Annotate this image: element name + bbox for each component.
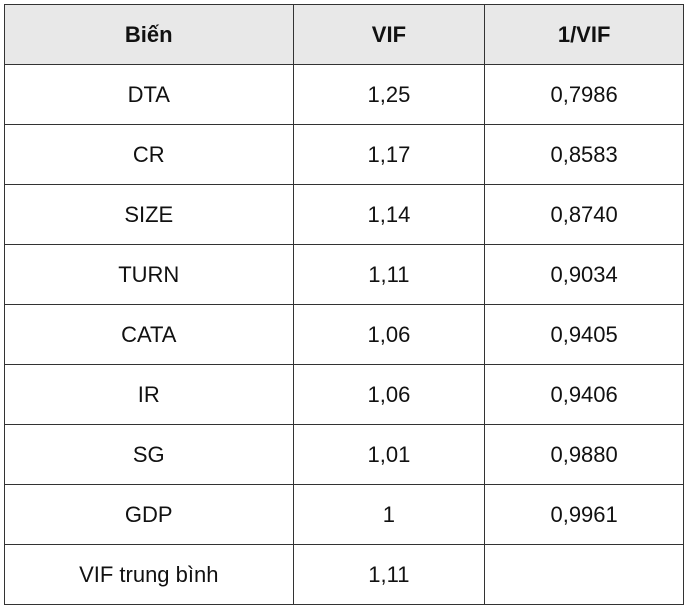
table-cell: SG bbox=[4, 424, 294, 485]
table-cell: 1,14 bbox=[292, 184, 486, 245]
table-row: GDP 1 0,9961 bbox=[4, 484, 684, 545]
table-cell: 1,06 bbox=[292, 304, 486, 365]
table-row: TURN 1,11 0,9034 bbox=[4, 244, 684, 305]
table-cell: 1,17 bbox=[292, 124, 486, 185]
table-cell: 0,9034 bbox=[484, 244, 684, 305]
table-row: SIZE 1,14 0,8740 bbox=[4, 184, 684, 245]
table-cell: CR bbox=[4, 124, 294, 185]
table-row: CATA 1,06 0,9405 bbox=[4, 304, 684, 365]
table-cell: 1,11 bbox=[292, 544, 486, 605]
header-row: Biến VIF 1/VIF bbox=[4, 4, 684, 65]
table-cell: 0,9406 bbox=[484, 364, 684, 425]
table-cell: 0,9961 bbox=[484, 484, 684, 545]
empty-cell bbox=[484, 544, 684, 605]
table-cell: DTA bbox=[4, 64, 294, 125]
header-cell: VIF bbox=[292, 4, 486, 65]
vif-table: Biến VIF 1/VIF DTA 1,25 0,7986 CR 1,17 0,8583 SI… bbox=[4, 4, 684, 605]
table-cell: TURN bbox=[4, 244, 294, 305]
table-cell: 1,01 bbox=[292, 424, 486, 485]
table-row: CR 1,17 0,8583 bbox=[4, 124, 684, 185]
table-cell: CATA bbox=[4, 304, 294, 365]
table-cell: 0,8740 bbox=[484, 184, 684, 245]
table-cell: 1,06 bbox=[292, 364, 486, 425]
table-row: DTA 1,25 0,7986 bbox=[4, 64, 684, 125]
table-row: VIF trung bình 1,11 bbox=[4, 544, 684, 605]
table-cell: VIF trung bình bbox=[4, 544, 294, 605]
table-cell: GDP bbox=[4, 484, 294, 545]
table-body: DTA 1,25 0,7986 CR 1,17 0,8583 SIZE 1,14 0,8740 T… bbox=[4, 64, 684, 605]
table-cell: IR bbox=[4, 364, 294, 425]
table-cell: SIZE bbox=[4, 184, 294, 245]
header-cell: 1/VIF bbox=[484, 4, 684, 65]
table-cell: 0,9880 bbox=[484, 424, 684, 485]
table-cell: 0,8583 bbox=[484, 124, 684, 185]
table-row: IR 1,06 0,9406 bbox=[4, 364, 684, 425]
table-cell: 1 bbox=[292, 484, 486, 545]
table-cell: 0,9405 bbox=[484, 304, 684, 365]
header-cell: Biến bbox=[4, 4, 294, 65]
table-cell: 1,11 bbox=[292, 244, 486, 305]
table-cell: 0,7986 bbox=[484, 64, 684, 125]
table-cell: 1,25 bbox=[292, 64, 486, 125]
table-row: SG 1,01 0,9880 bbox=[4, 424, 684, 485]
